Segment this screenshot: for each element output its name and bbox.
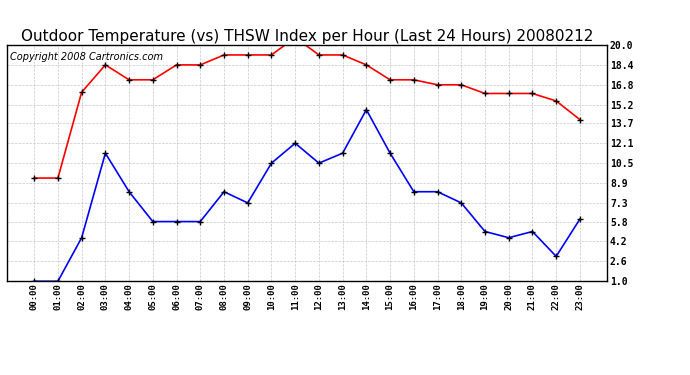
Title: Outdoor Temperature (vs) THSW Index per Hour (Last 24 Hours) 20080212: Outdoor Temperature (vs) THSW Index per … — [21, 29, 593, 44]
Text: Copyright 2008 Cartronics.com: Copyright 2008 Cartronics.com — [10, 52, 163, 62]
